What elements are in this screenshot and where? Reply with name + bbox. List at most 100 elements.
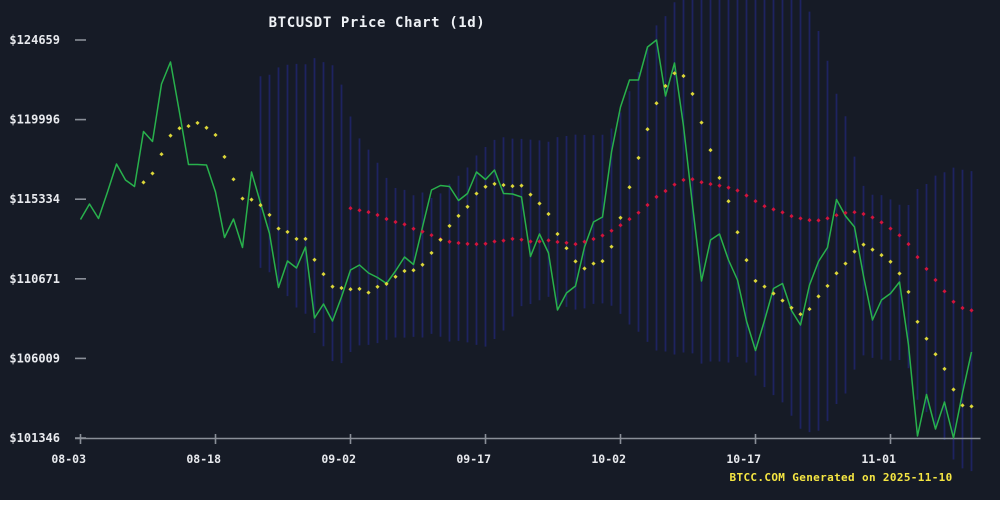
ma30-dot — [420, 229, 425, 234]
ma7-dot — [546, 211, 551, 217]
ma7-dot — [411, 268, 416, 273]
ma7-dot — [330, 284, 335, 289]
ma7-dot — [429, 250, 434, 256]
ma7-dot — [825, 283, 830, 289]
ma7-dot — [654, 101, 659, 106]
ma7-dot — [861, 242, 866, 247]
ma30-dot — [447, 239, 452, 244]
ma7-dot — [519, 183, 524, 188]
ma7-dot — [510, 184, 515, 189]
ma7-dot — [735, 230, 740, 235]
ma7-dot — [897, 271, 902, 276]
ma7-dot — [312, 257, 317, 262]
ma30-dot — [681, 177, 686, 183]
ma7-dot — [186, 123, 191, 129]
ma7-dot — [339, 285, 344, 291]
ma7-dot — [501, 182, 506, 188]
ma30-dot — [636, 210, 641, 215]
y-tick-label: $101346 — [9, 431, 60, 445]
ma7-dot — [906, 289, 911, 295]
x-tick-label: 09-02 — [321, 452, 356, 466]
ma30-dot — [708, 181, 713, 187]
ma30-dot — [861, 211, 866, 217]
ma7-dot — [663, 83, 668, 89]
ma30-dot — [546, 238, 551, 243]
ma7-dot — [915, 319, 920, 324]
ma7-dot — [699, 120, 704, 125]
ma7-dot — [537, 201, 542, 206]
x-tick-label: 09-17 — [456, 452, 491, 466]
ma7-dot — [213, 132, 218, 138]
ma7-dot — [555, 231, 560, 237]
x-tick-label: 11-01 — [861, 452, 896, 466]
ma7-dot — [276, 226, 281, 231]
ma30-dot — [843, 210, 848, 215]
ma30-dot — [465, 241, 470, 247]
ma7-dot — [231, 177, 236, 182]
ma7-dot — [834, 271, 839, 276]
ma30-dot — [951, 299, 956, 304]
ma30-dot — [780, 210, 785, 215]
ma7-dot — [942, 366, 947, 371]
ma7-dot — [681, 73, 686, 79]
ma30-dot — [555, 239, 560, 245]
ma7-dot — [141, 180, 146, 185]
ma30-dot — [411, 226, 416, 231]
x-tick-label: 10-02 — [591, 452, 626, 466]
ma7-dot — [483, 184, 488, 189]
ma7-dot — [870, 247, 875, 252]
ma7-dot — [609, 244, 614, 249]
ma30-dot — [609, 228, 614, 233]
ma30-dot — [807, 218, 812, 223]
ma30-dot — [825, 216, 830, 221]
ma7-dot — [708, 148, 713, 153]
ma7-dot — [618, 215, 623, 220]
ma7-dot — [240, 196, 245, 201]
ma30-dot — [726, 185, 731, 190]
chart-title: BTCUSDT Price Chart (1d) — [269, 15, 486, 31]
ma7-dot — [843, 261, 848, 266]
ma30-dot — [654, 194, 659, 199]
ma7-dot — [402, 268, 407, 274]
ma7-dot — [690, 91, 695, 96]
ma7-dot — [447, 223, 452, 229]
ma30-dot — [564, 240, 569, 245]
ma30-dot — [789, 214, 794, 219]
ma7-dot — [564, 246, 569, 251]
ma7-dot — [951, 387, 956, 392]
ma7-dot — [420, 262, 425, 267]
chart-footer: BTCC.COM Generated on 2025-11-10 — [730, 471, 953, 484]
ma30-dot — [897, 233, 902, 238]
ma30-dot — [393, 219, 398, 225]
ma7-dot — [600, 259, 605, 264]
ma7-dot — [969, 404, 974, 409]
ma7-dot — [204, 125, 209, 130]
ma7-dot — [591, 261, 596, 266]
ma30-dot — [510, 236, 515, 241]
ma30-dot — [357, 208, 362, 213]
x-tick-label: 08-18 — [186, 452, 221, 466]
ma7-dot — [303, 236, 308, 241]
ma7-dot — [159, 152, 164, 157]
ma7-dot — [249, 197, 254, 202]
ma7-dot — [636, 155, 641, 160]
ma30-dot — [690, 177, 695, 182]
x-tick-label: 08-03 — [51, 452, 86, 466]
ma30-dot — [384, 216, 389, 222]
y-tick-label: $124659 — [9, 33, 60, 47]
ma7-dot — [960, 403, 965, 408]
ma7-dot — [762, 284, 767, 289]
ma7-dot — [321, 272, 326, 277]
ma30-dot — [492, 239, 497, 244]
ma30-dot — [816, 218, 821, 223]
ma7-dot — [780, 298, 785, 303]
ma7-dot — [573, 259, 578, 264]
ma30-dot — [888, 226, 893, 231]
ma7-dot — [285, 229, 290, 235]
ma7-dot — [384, 281, 389, 286]
ma7-dot — [474, 191, 479, 196]
ma30-dot — [762, 204, 767, 209]
ma7-dot — [879, 253, 884, 258]
